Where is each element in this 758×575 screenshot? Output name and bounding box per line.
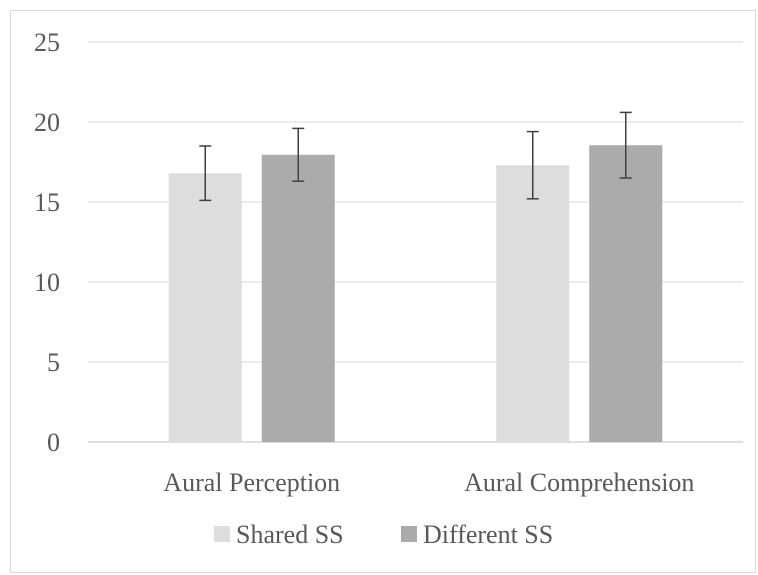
y-tick-label: 0 [47,428,60,457]
y-tick-label: 20 [34,108,60,137]
y-tick-label: 15 [34,188,60,217]
y-axis-ticks: 0 5 10 15 20 25 [34,28,60,457]
x-category-label: Aural Comprehension [464,468,694,497]
bar-different-ss [261,154,335,443]
legend-swatch [214,526,230,542]
y-tick-label: 5 [47,348,60,377]
error-bars [199,111,632,202]
legend-label: Different SS [423,520,553,549]
y-tick-label: 10 [34,268,60,297]
y-tick-label: 25 [34,28,60,57]
bar-shared-ss [168,173,242,442]
x-category-label: Aural Perception [163,468,340,497]
legend: Shared SS Different SS [214,520,553,549]
x-axis-categories: Aural Perception Aural Comprehension [163,468,694,497]
legend-label: Shared SS [236,520,344,549]
bar-shared-ss [496,165,570,442]
bars [168,145,663,443]
legend-swatch [401,526,417,542]
bar-different-ss [589,145,663,442]
